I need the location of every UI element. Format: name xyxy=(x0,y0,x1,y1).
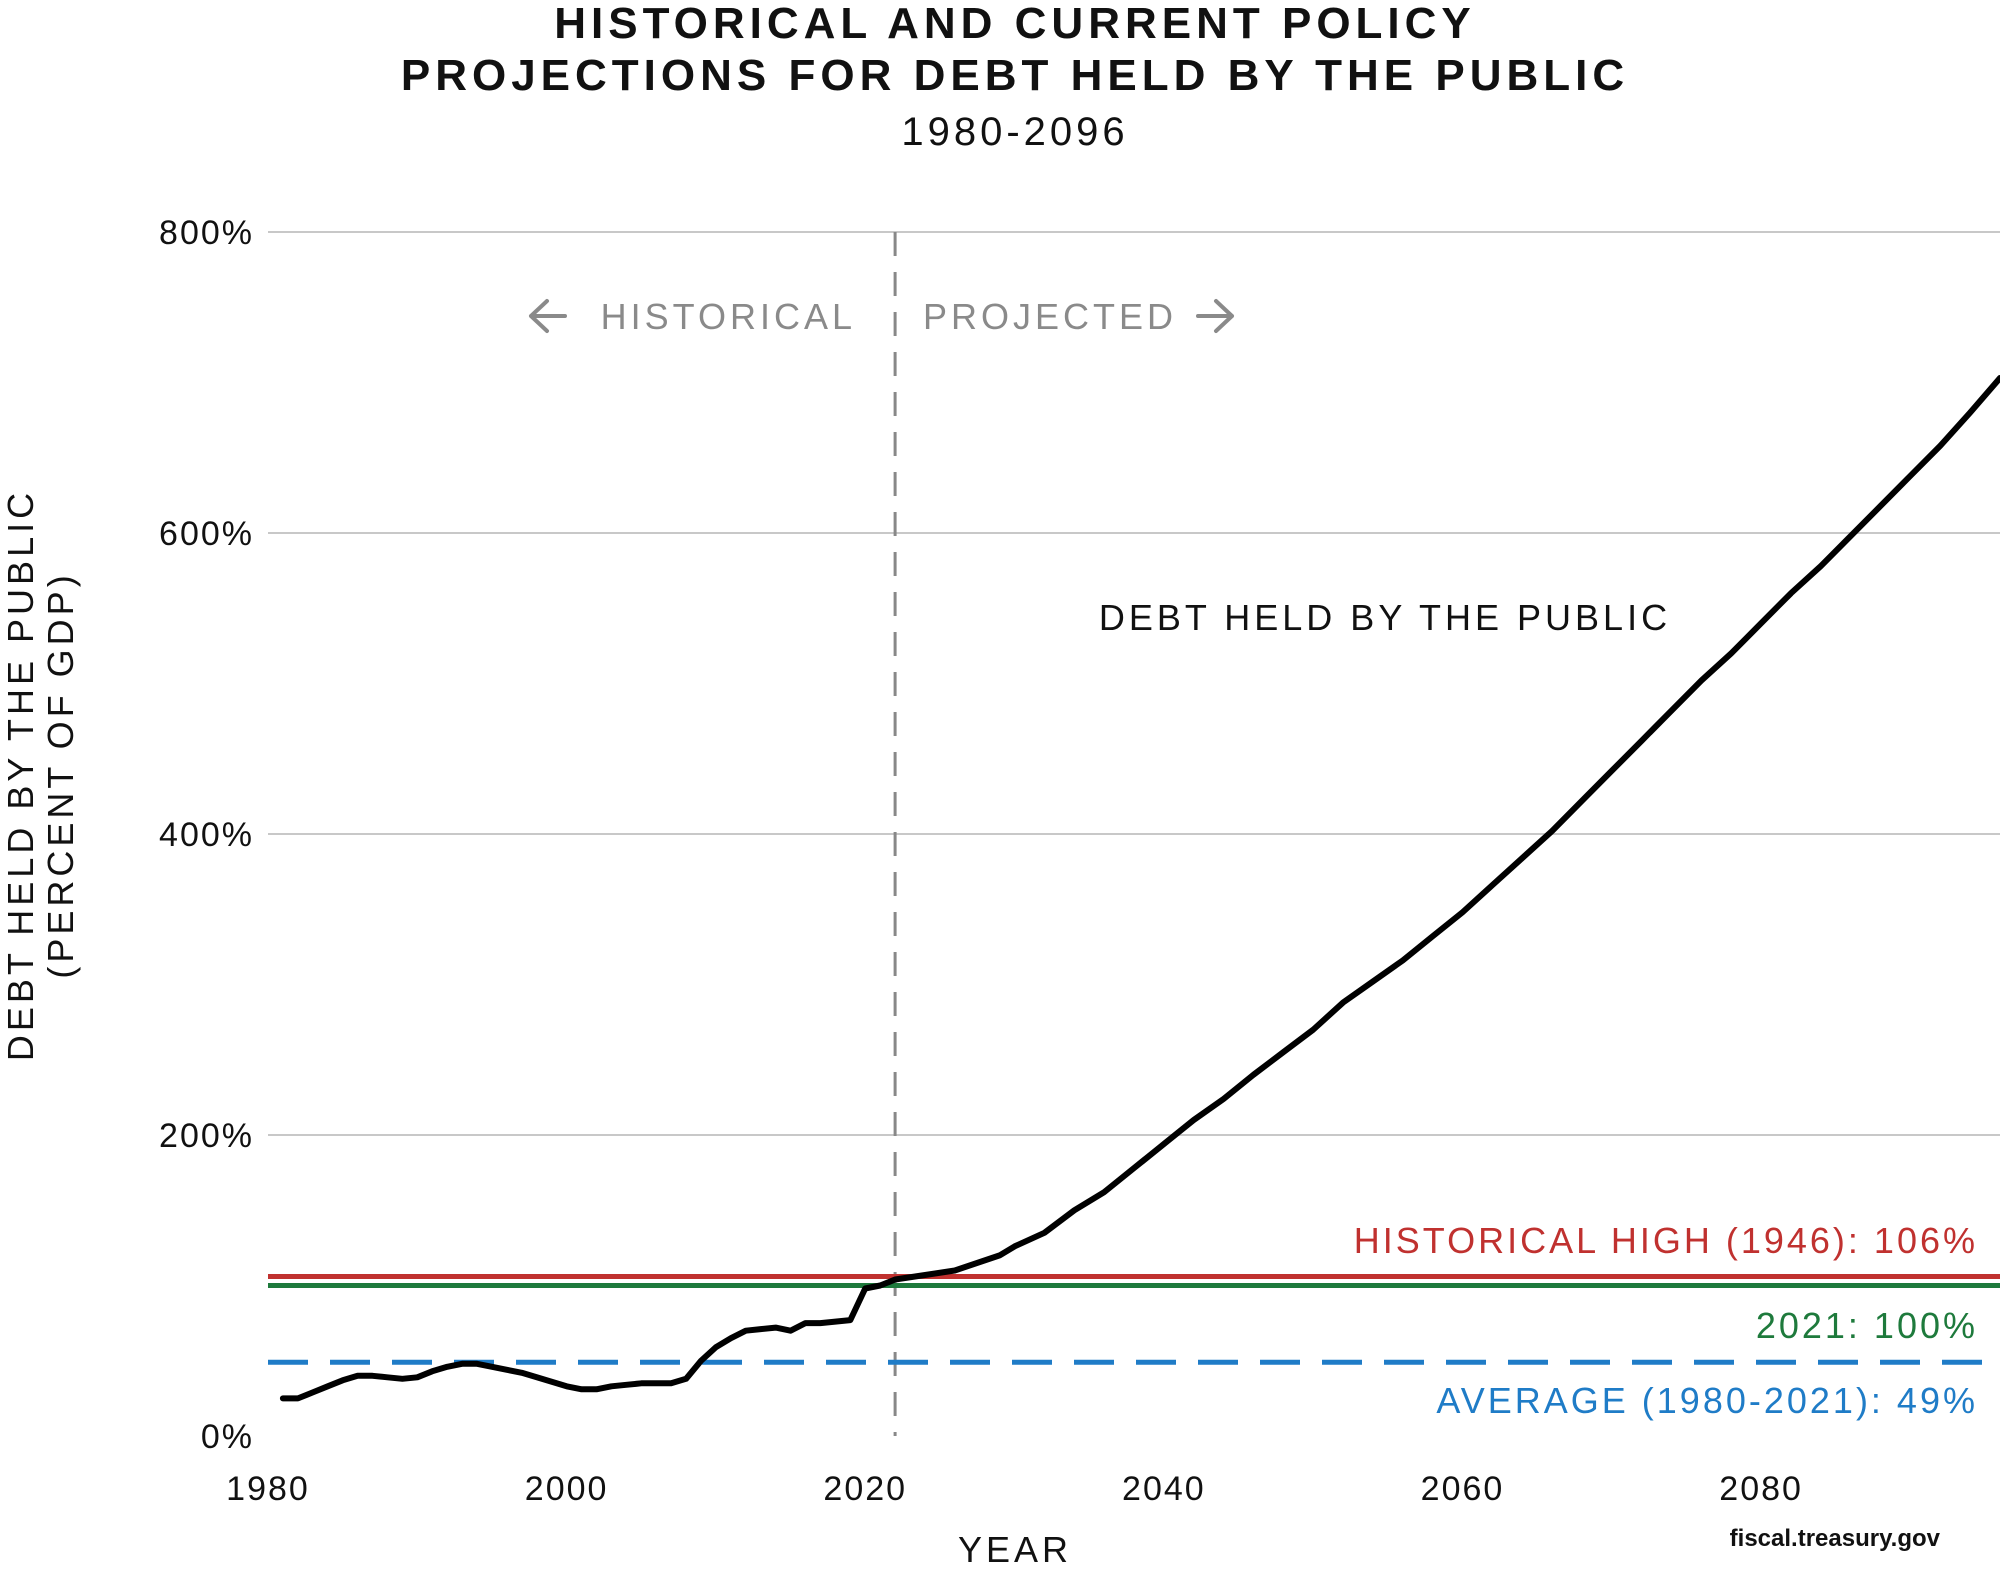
chart-title-line1: HISTORICAL AND CURRENT POLICY xyxy=(554,0,1476,48)
series-layer xyxy=(279,375,2000,1402)
historical-label: HISTORICAL xyxy=(601,296,856,337)
y-axis-title-line2: (PERCENT OF GDP) xyxy=(40,571,81,978)
y-tick-label: 0% xyxy=(201,1418,254,1456)
chart-title-line2: PROJECTIONS FOR DEBT HELD BY THE PUBLIC xyxy=(401,51,1629,100)
y-tick-label: 200% xyxy=(159,1117,254,1155)
arrow-right-icon xyxy=(1196,299,1234,333)
x-axis-title: YEAR xyxy=(958,1529,1072,1570)
divider-labels: HISTORICAL PROJECTED xyxy=(529,296,1234,337)
reference-label: 2021: 100% xyxy=(1756,1305,1978,1346)
x-tick-label: 2000 xyxy=(525,1470,609,1508)
x-tick-label: 1980 xyxy=(226,1470,310,1508)
reference-label: AVERAGE (1980-2021): 49% xyxy=(1436,1380,1978,1421)
y-tick-label: 800% xyxy=(159,214,254,252)
x-axis-ticks: 1980 2000 2020 2040 2060 2080 xyxy=(226,1470,1803,1508)
y-axis-title-line1: DEBT HELD BY THE PUBLIC xyxy=(0,489,41,1061)
chart-subtitle: 1980-2096 xyxy=(901,110,1128,154)
series-labels: DEBT HELD BY THE PUBLIC xyxy=(1099,597,1671,638)
reference-label: HISTORICAL HIGH (1946): 106% xyxy=(1354,1220,1978,1261)
x-tick-label: 2020 xyxy=(823,1470,907,1508)
reference-lines: HISTORICAL HIGH (1946): 106% 2021: 100% AV… xyxy=(268,1220,2000,1421)
arrow-left-icon xyxy=(529,299,567,333)
x-tick-label: 2040 xyxy=(1122,1470,1206,1508)
source-credit: fiscal.treasury.gov xyxy=(1730,1525,1941,1552)
x-tick-label: 2080 xyxy=(1719,1470,1803,1508)
x-tick-label: 2060 xyxy=(1421,1470,1505,1508)
gridlines xyxy=(268,231,2000,1136)
y-tick-label: 400% xyxy=(159,816,254,854)
y-axis-ticks: 0% 200% 400% 600% 800% xyxy=(159,214,254,1456)
y-tick-label: 600% xyxy=(159,515,254,553)
series-line-debt-held-by-public xyxy=(279,375,2000,1402)
series-label: DEBT HELD BY THE PUBLIC xyxy=(1099,597,1671,638)
projected-label: PROJECTED xyxy=(923,296,1177,337)
